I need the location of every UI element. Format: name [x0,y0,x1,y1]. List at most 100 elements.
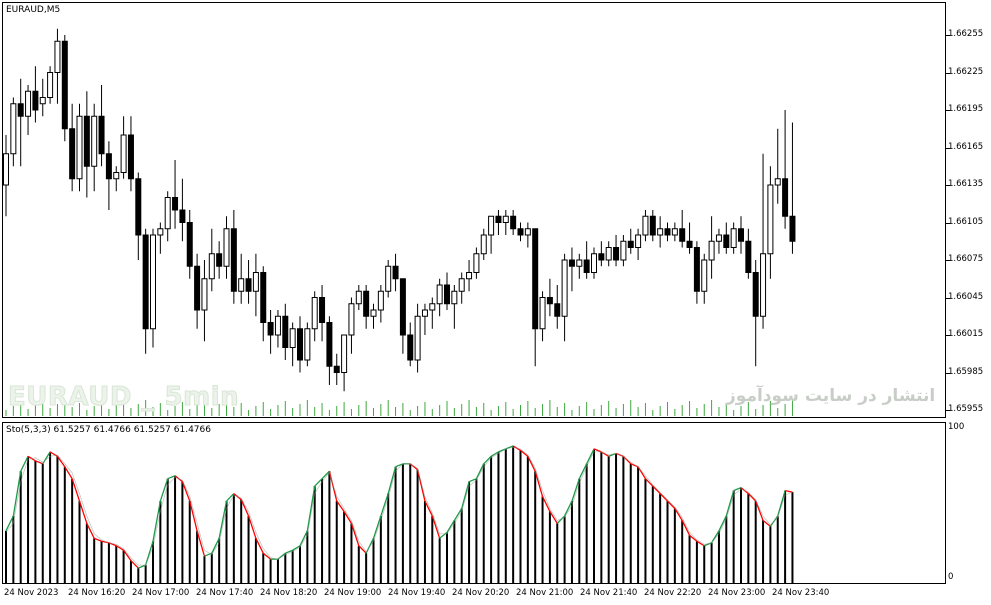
candle-body [561,259,568,317]
stoch-main-segment [556,515,566,524]
time-tick-label: 24 Nov 21:40 [580,588,638,598]
candle-body [252,272,259,292]
time-tick-label: 24 Nov 17:40 [196,588,254,598]
stoch-main-segment [240,499,250,517]
stoch-main-segment [681,520,691,536]
price-tick-label: 1.66165 [948,141,984,152]
stoch-main-segment [439,531,448,539]
candle-body [216,253,223,267]
stoch-main-segment [689,534,698,542]
candle-body [25,90,32,117]
time-tick-label: 24 Nov 23:00 [708,588,766,598]
candle-body [480,234,487,255]
candle-body [436,284,443,305]
stoch-main-segment [152,500,161,542]
stoch-main-segment [453,508,463,521]
candle-body [605,247,612,261]
candle-body [554,303,561,317]
time-tick-label: 24 Nov 22:20 [644,588,702,598]
stoch-main-segment [380,493,389,517]
stoch-main-segment [285,549,293,554]
stoch-main-segment [468,478,477,483]
price-tick-mark [946,297,950,299]
price-tick-label: 1.65985 [948,366,984,377]
stoch-main-segment [20,456,29,472]
price-chart-pane[interactable] [2,2,946,418]
stoch-main-segment [564,500,573,517]
candle-body [377,290,384,311]
candle-body [274,315,281,336]
candle-body [730,228,737,248]
stoch-main-segment [395,463,404,468]
stoch-main-segment [652,485,661,495]
stoch-main-segment [12,471,22,517]
candle-body [767,184,774,255]
stoch-main-segment [372,515,382,539]
stoch-main-segment [336,500,345,512]
candle-body [715,234,722,242]
stoch-main-segment [667,500,676,509]
candle-body [54,40,61,73]
stoch-main-segment [78,500,88,524]
stoch-main-segment [527,456,536,472]
candle-body [150,234,156,330]
stoch-main-segment [138,564,146,569]
candle-body [466,272,473,280]
candle-body [3,153,9,186]
time-tick-label: 24 Nov 20:20 [452,588,510,598]
candle-body [421,309,428,317]
candle-body [627,240,634,248]
stoch-main-segment [226,493,235,502]
candle-body [671,228,678,236]
stoch-main-segment [299,530,308,547]
candle-body [363,290,370,317]
stoch-main-segment [475,463,485,479]
stoch-main-segment [71,478,81,502]
stoch-main-segment [696,540,705,547]
candle-body [576,259,583,267]
candle-body [774,178,781,186]
candle-body [83,115,90,167]
candle-body [76,115,83,180]
candle-body [297,328,303,361]
stoch-main-segment [86,523,95,539]
candle-body [370,309,377,317]
time-tick-label: 24 Nov 18:20 [260,588,318,598]
stoch-axis-max: 100 [948,422,965,432]
watermark-site: انتشار در سایت سودآموز [726,386,936,406]
candle-body [760,253,767,317]
candle-body [164,197,171,230]
candle-body [789,215,796,242]
price-tick-mark [946,110,950,111]
candle-body [245,278,252,292]
stoch-main-segment [211,538,220,554]
stoch-main-segment [130,560,139,569]
stoch-main-segment [196,530,206,557]
candle-body [745,240,752,273]
candle-body [414,315,421,361]
stoch-main-segment [549,511,558,524]
candle-body [524,228,531,236]
price-tick-label: 1.66195 [948,104,984,114]
stoch-main-segment [755,500,764,521]
candle-body [458,278,465,292]
price-tick-label: 1.66225 [948,66,984,77]
symbol-label: EURAUD,M5 [6,5,61,15]
stoch-main-segment [218,500,228,539]
stoch-main-segment [181,481,191,502]
candle-body [194,265,201,311]
candle-body [598,253,605,261]
price-tick-mark [946,410,950,411]
candle-body [738,228,744,242]
stoch-main-segment [490,451,499,457]
stoch-main-segment [343,511,353,524]
candle-body [17,103,24,117]
candle-body [495,215,502,223]
candle-body [510,215,517,230]
stoch-main-segment [387,466,397,494]
candle-body [98,115,105,155]
time-tick-label: 24 Nov 21:00 [516,588,574,598]
stoch-main-segment [541,496,551,512]
candle-body [32,90,39,111]
candle-body [105,153,112,180]
